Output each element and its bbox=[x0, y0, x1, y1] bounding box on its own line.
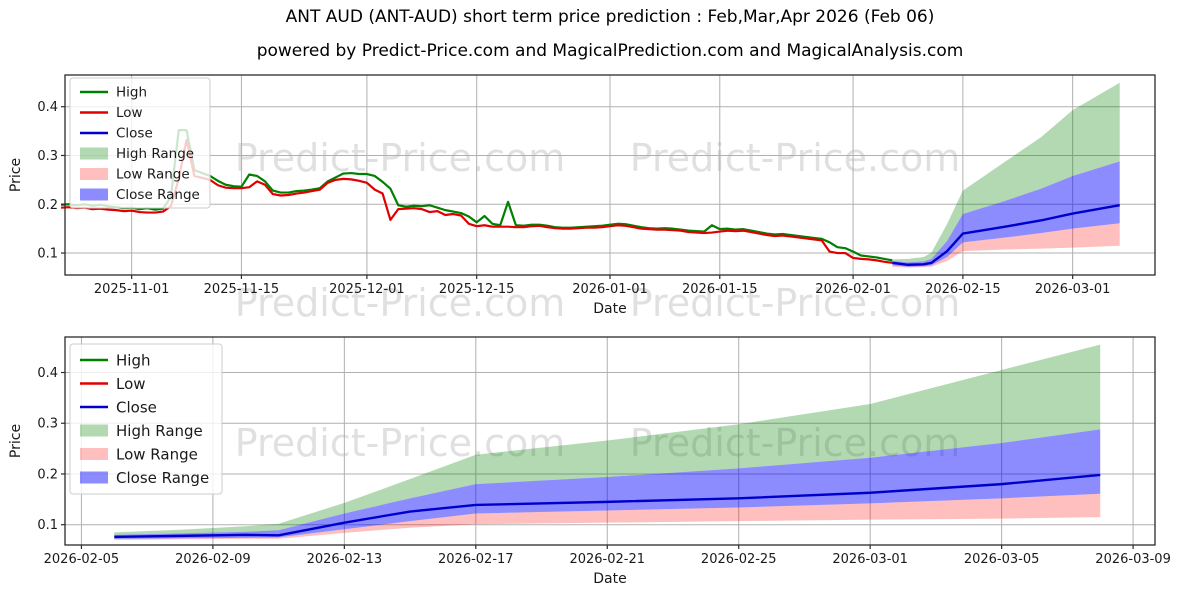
x-tick-label: 2026-01-01 bbox=[572, 282, 648, 297]
y-tick-label: 0.4 bbox=[37, 100, 58, 115]
y-tick-label: 0.1 bbox=[37, 247, 58, 262]
legend-label: High Range bbox=[116, 146, 194, 162]
legend-box bbox=[69, 77, 211, 209]
x-tick-label: 2026-02-13 bbox=[307, 552, 383, 567]
watermark-text: Predict-Price.com bbox=[234, 136, 566, 180]
high-range-band bbox=[892, 82, 1120, 263]
low-range-band bbox=[114, 493, 1101, 540]
axis-labels: 2025-11-01 2025-11-15 2025-12-01 2025-12-15… bbox=[8, 100, 1110, 317]
x-tick-label: 2026-02-09 bbox=[175, 552, 251, 567]
legend-swatch-high-range bbox=[80, 147, 108, 160]
legend-box bbox=[69, 343, 223, 495]
legend-label: Low Range bbox=[116, 445, 198, 463]
legend-label: Close Range bbox=[116, 187, 200, 203]
y-tick-label: 0.3 bbox=[37, 417, 58, 432]
page-subtitle: powered by Predict-Price.com and Magical… bbox=[256, 41, 964, 61]
top-chart-price-history: 2025-11-01 2025-11-15 2025-12-01 2025-12-15… bbox=[8, 74, 1156, 317]
high-range-band bbox=[114, 344, 1101, 535]
y-tick-label: 0.4 bbox=[37, 366, 58, 381]
close-line bbox=[892, 204, 1120, 266]
legend-label: High bbox=[116, 351, 150, 369]
grid bbox=[65, 75, 1155, 275]
x-tick-label: 2026-03-05 bbox=[964, 552, 1040, 567]
close-line bbox=[114, 473, 1101, 539]
x-tick-label: 2026-03-09 bbox=[1095, 552, 1171, 567]
legend-swatch-high-range bbox=[80, 424, 108, 437]
axis-labels: 2026-02-05 2026-02-09 2026-02-13 2026-02-17… bbox=[8, 366, 1171, 587]
legend-swatch-close-range bbox=[80, 188, 108, 201]
y-tick-label: 0.2 bbox=[37, 198, 58, 213]
x-tick-label: 2026-01-15 bbox=[682, 282, 758, 297]
legend-label: Low Range bbox=[116, 167, 190, 183]
legend-label: Close bbox=[116, 398, 157, 416]
x-tick-label: 2026-02-17 bbox=[438, 552, 514, 567]
x-tick-label: 2026-02-01 bbox=[815, 282, 891, 297]
x-axis-title: Date bbox=[593, 301, 626, 317]
legend-label: High bbox=[116, 85, 147, 101]
x-axis-title: Date bbox=[593, 571, 626, 587]
y-axis-title: Price bbox=[8, 424, 24, 458]
page-title: ANT AUD (ANT-AUD) short term price predi… bbox=[285, 7, 935, 27]
x-tick-label: 2026-02-21 bbox=[569, 552, 645, 567]
y-tick-label: 0.3 bbox=[37, 149, 58, 164]
close-range-band bbox=[114, 429, 1101, 539]
watermark-text: Predict-Price.com bbox=[234, 421, 566, 465]
legend-label: Low bbox=[116, 105, 143, 121]
watermark-text: Predict-Price.com bbox=[630, 421, 961, 465]
legend-label: High Range bbox=[116, 422, 203, 440]
legend-label: Close Range bbox=[116, 469, 209, 487]
y-tick-label: 0.2 bbox=[37, 467, 58, 482]
legend: High Low Close High Range Low Range Close Ran… bbox=[69, 77, 211, 209]
y-tick-label: 0.1 bbox=[37, 518, 58, 533]
bottom-chart-forecast-detail: 2026-02-05 2026-02-09 2026-02-13 2026-02-17… bbox=[8, 336, 1171, 587]
legend-label: Low bbox=[116, 375, 146, 393]
axes-frame bbox=[64, 336, 1156, 546]
legend: High Low Close High Range Low Range Close Ran… bbox=[69, 343, 223, 495]
x-tick-label: 2025-11-01 bbox=[94, 282, 170, 297]
x-tick-label: 2026-03-01 bbox=[1035, 282, 1111, 297]
legend-label: Close bbox=[116, 126, 153, 142]
x-tick-label: 2025-12-15 bbox=[439, 282, 515, 297]
watermark-text: Predict-Price.com bbox=[234, 281, 566, 325]
x-tick-label: 2026-02-15 bbox=[925, 282, 1001, 297]
low-range-band bbox=[892, 223, 1120, 268]
x-tick-label: 2026-03-01 bbox=[832, 552, 908, 567]
legend-swatch-low-range bbox=[80, 448, 108, 460]
watermark-text: Predict-Price.com bbox=[629, 136, 961, 180]
legend-swatch-close-range bbox=[80, 471, 108, 484]
close-range-band bbox=[892, 161, 1120, 267]
legend-swatch-low-range bbox=[80, 168, 108, 180]
x-tick-label: 2026-02-05 bbox=[44, 552, 120, 567]
x-tick-label: 2026-02-25 bbox=[701, 552, 777, 567]
y-axis-title: Price bbox=[8, 158, 24, 192]
x-tick-label: 2025-11-15 bbox=[204, 282, 280, 297]
x-tick-label: 2025-12-01 bbox=[329, 282, 405, 297]
watermark-text: Predict-Price.com bbox=[629, 281, 961, 325]
